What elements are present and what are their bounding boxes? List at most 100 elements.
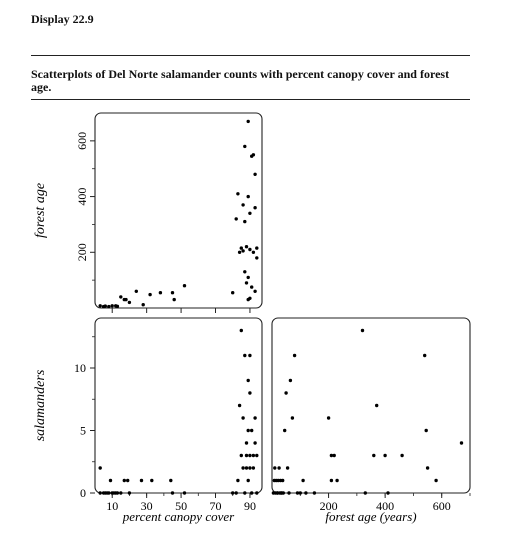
data-point [173,298,176,301]
data-point [99,491,102,494]
panel-frame [272,318,470,493]
data-point [460,441,463,444]
y-tick-label: 10 [74,361,86,375]
data-point [171,291,174,294]
data-point [240,246,243,249]
data-point [104,304,107,307]
data-point [253,416,256,419]
data-point [241,466,244,469]
data-point [107,491,110,494]
data-point [252,153,255,156]
data-point [123,479,126,482]
panel-frame [95,318,262,493]
data-point [171,491,174,494]
data-point [183,284,186,287]
data-point [282,491,285,494]
data-point [248,297,251,300]
data-point [126,479,129,482]
data-point [241,416,244,419]
data-point [383,454,386,457]
data-point [426,466,429,469]
x-tick-label: 10 [106,499,118,513]
data-point [361,329,364,332]
data-point [99,304,102,307]
y-axis-label: salamanders [33,369,48,441]
data-point [255,491,258,494]
data-point [241,249,244,252]
data-point [243,220,246,223]
data-point [247,276,250,279]
y-tick-label: 5 [80,424,86,438]
data-point [111,304,114,307]
data-point [386,491,389,494]
y-tick-label: 400 [75,188,89,206]
data-point [255,246,258,249]
data-point [281,479,284,482]
panel-frame [95,113,262,308]
data-point [236,479,239,482]
data-point [240,454,243,457]
data-point [291,416,294,419]
data-point [128,301,131,304]
data-point [250,285,253,288]
data-point [253,206,256,209]
data-point [248,391,251,394]
data-point [333,454,336,457]
data-point [252,454,255,457]
data-point [243,354,246,357]
panel-salamanders-vs-forest-age: 200 400 600 forest age (years) [272,318,470,524]
data-point [245,466,248,469]
data-point [247,379,250,382]
data-point [248,466,251,469]
data-point [250,429,253,432]
data-point [248,212,251,215]
data-point [150,479,153,482]
data-point [116,305,119,308]
data-point [252,251,255,254]
data-point [299,491,302,494]
data-point [245,454,248,457]
data-point [243,145,246,148]
data-point [253,441,256,444]
data-point [248,454,251,457]
data-point [236,192,239,195]
data-point [247,120,250,123]
data-point [253,290,256,293]
data-point [238,251,241,254]
data-point [231,291,234,294]
y-tick-label: 600 [75,132,89,150]
data-point [169,479,172,482]
data-point [304,491,307,494]
data-point [159,291,162,294]
data-point [142,303,145,306]
data-point [135,290,138,293]
data-point [231,491,234,494]
data-point [425,429,428,432]
data-point [243,491,246,494]
y-tick-label: 200 [75,243,89,261]
y-axis-label: forest age [33,183,48,238]
data-point [245,281,248,284]
y-tick-label: 0 [80,486,86,500]
data-point [400,454,403,457]
data-point [235,491,238,494]
data-point [247,195,250,198]
data-point [107,305,110,308]
x-tick-label: 600 [433,499,451,513]
data-point [183,491,186,494]
data-point [124,298,127,301]
data-point [255,454,258,457]
data-point [313,491,316,494]
data-point [375,404,378,407]
data-point [364,491,367,494]
data-point [247,429,250,432]
data-point [372,454,375,457]
data-point [247,479,250,482]
data-point [235,217,238,220]
data-point [241,203,244,206]
x-tick-label: 90 [244,499,256,513]
data-point [330,479,333,482]
data-point [109,479,112,482]
data-point [238,404,241,407]
